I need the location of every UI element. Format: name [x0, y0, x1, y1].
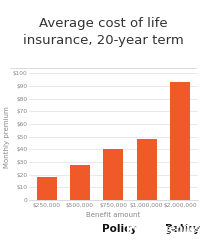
Bar — [103, 149, 123, 200]
Bar — [36, 177, 57, 200]
Text: Average cost of life
insurance, 20-year term: Average cost of life insurance, 20-year … — [23, 17, 183, 47]
Text: Policy: Policy — [165, 224, 200, 234]
X-axis label: Benefit amount: Benefit amount — [86, 212, 140, 218]
Bar — [70, 164, 90, 200]
Bar — [170, 82, 190, 200]
Text: genius: genius — [165, 224, 200, 234]
Bar — [137, 139, 157, 200]
Text: Policygenius: Policygenius — [126, 224, 200, 234]
Y-axis label: Monthly premium: Monthly premium — [4, 106, 10, 168]
Text: Policy: Policy — [102, 224, 137, 234]
